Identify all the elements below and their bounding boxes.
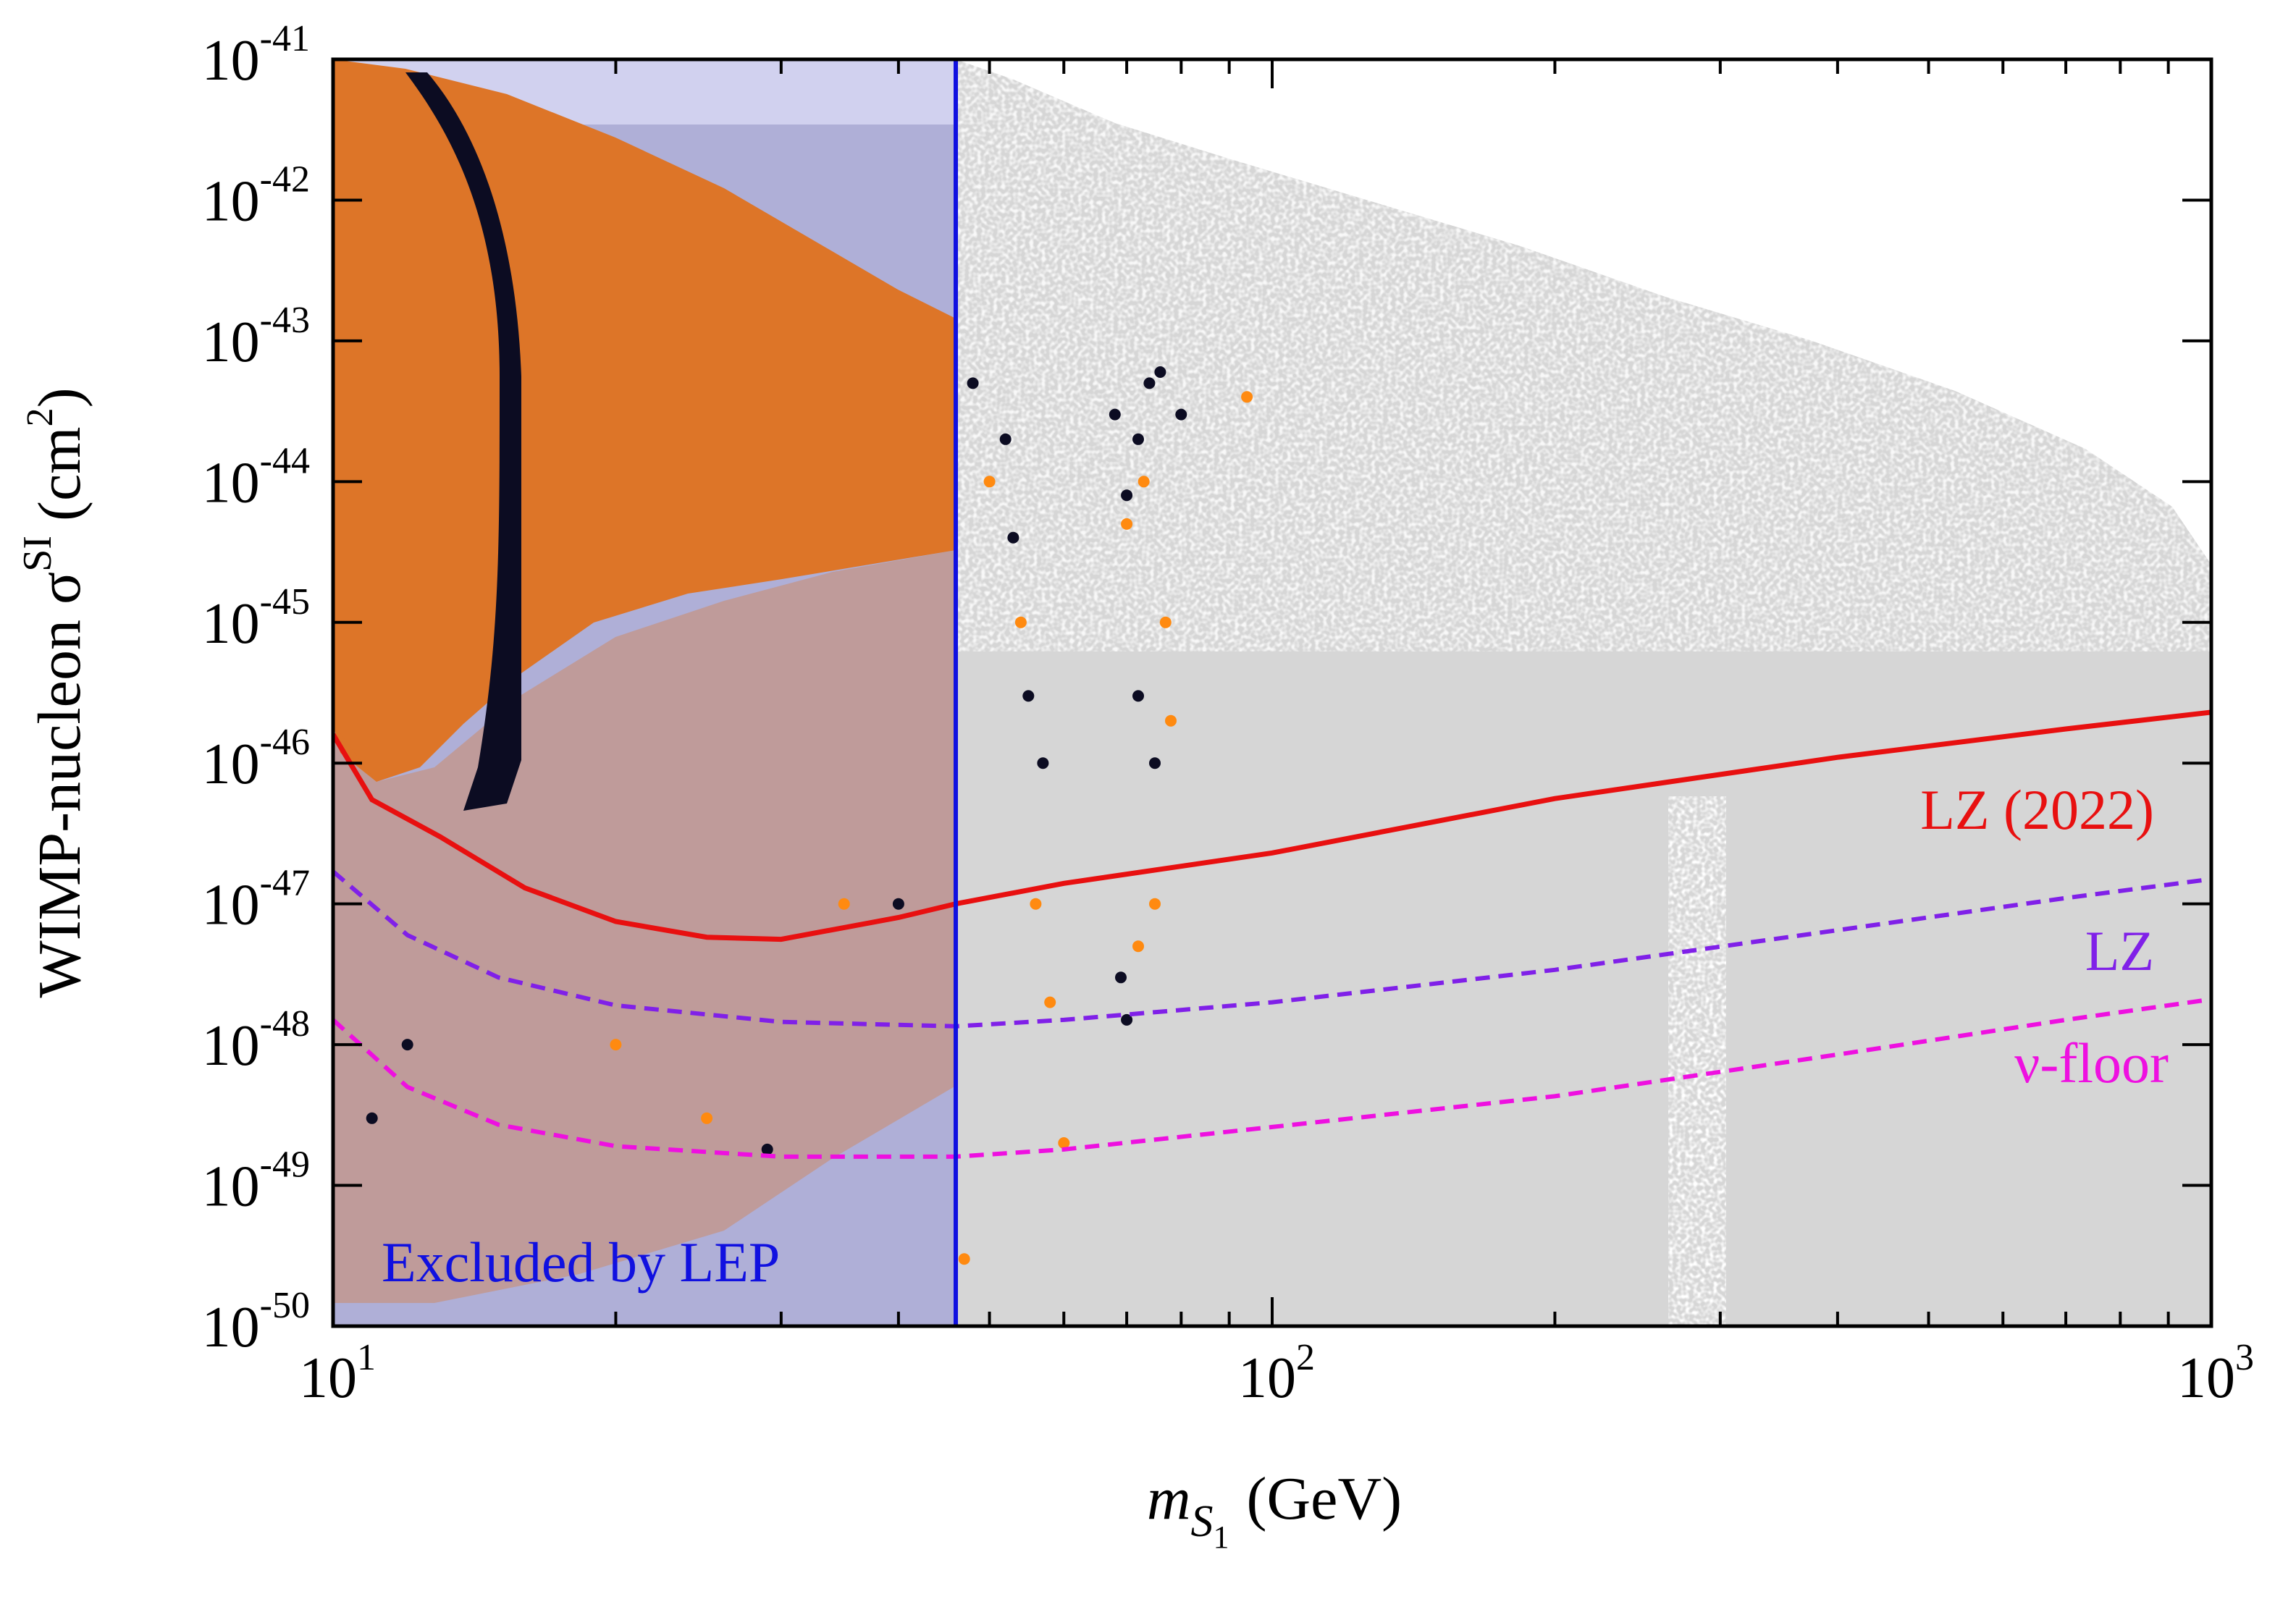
y-axis-title: WIMP-nucleon σSI(cm2) [15, 387, 93, 997]
y-tick-labels: 10-41 10-42 10-43 10-44 10-45 10-46 10-47 10-48… [202, 18, 310, 1359]
y-tick-label: 10-49 [202, 1144, 310, 1219]
black-point [1037, 757, 1049, 769]
black-point [1143, 377, 1156, 389]
orange-point [610, 1039, 622, 1051]
black-point [1154, 366, 1166, 378]
lz-2022-curve [333, 709, 2211, 942]
x-tick-label: 101 [299, 1337, 376, 1410]
scatter-points [366, 366, 1253, 1265]
y-tick-label: 10-47 [202, 863, 310, 937]
black-point [967, 377, 979, 389]
y-tick-label: 10-48 [202, 1003, 310, 1078]
black-point [1022, 690, 1035, 702]
orange-point [838, 898, 850, 910]
black-point [1121, 1013, 1133, 1026]
black-point [401, 1039, 413, 1051]
orange-point [958, 1253, 970, 1265]
orange-point [1058, 1137, 1070, 1149]
orange-point [1030, 898, 1042, 910]
x-tick-label: 103 [2177, 1337, 2254, 1410]
y-tick-label: 10-41 [202, 18, 310, 93]
black-point [1121, 489, 1133, 502]
y-tick-label: 10-44 [202, 440, 310, 515]
black-dense-arc [405, 72, 521, 811]
black-point [1132, 433, 1144, 445]
black-point [1132, 690, 1144, 702]
black-point [366, 1112, 378, 1124]
background-gap-strip [1668, 796, 1726, 1326]
lz-projection-curve [333, 869, 2211, 1029]
y-tick-label: 10-50 [202, 1285, 310, 1359]
neutrino-floor-label: ν-floor [2014, 1032, 2169, 1094]
orange-point [1159, 616, 1172, 628]
orange-point [1241, 391, 1253, 403]
orange-point [1044, 996, 1056, 1008]
orange-point [1014, 616, 1027, 628]
black-point [1115, 971, 1127, 984]
black-point [1149, 757, 1161, 769]
black-point [1007, 531, 1019, 544]
black-point [1109, 408, 1121, 421]
orange-point [1132, 940, 1144, 953]
orange-point [1149, 898, 1161, 910]
x-axis-title: mS1(GeV) [1147, 1465, 1402, 1555]
excluded-lep-label: Excluded by LEP [382, 1231, 780, 1294]
orange-point [1121, 518, 1133, 530]
orange-point [1138, 476, 1150, 488]
x-tick-label: 102 [1238, 1337, 1315, 1410]
black-point [892, 898, 904, 910]
orange-point [1165, 714, 1177, 727]
lz-2022-label: LZ (2022) [1920, 778, 2154, 841]
y-tick-label: 10-42 [202, 159, 310, 233]
y-tick-label: 10-43 [202, 300, 310, 374]
y-tick-label: 10-45 [202, 581, 310, 656]
y-tick-label: 10-46 [202, 722, 310, 796]
orange-point [701, 1112, 713, 1124]
axis-ticks [332, 58, 2213, 1328]
black-point [1175, 408, 1187, 421]
black-point [761, 1143, 773, 1155]
orange-point [983, 476, 996, 488]
background-scan-edge-texture [956, 59, 2211, 651]
x-tick-labels: 101 102 103 [299, 1337, 2254, 1410]
black-point [999, 433, 1012, 445]
neutrino-floor-curve [333, 997, 2211, 1159]
lz-projection-label: LZ [2085, 919, 2154, 982]
